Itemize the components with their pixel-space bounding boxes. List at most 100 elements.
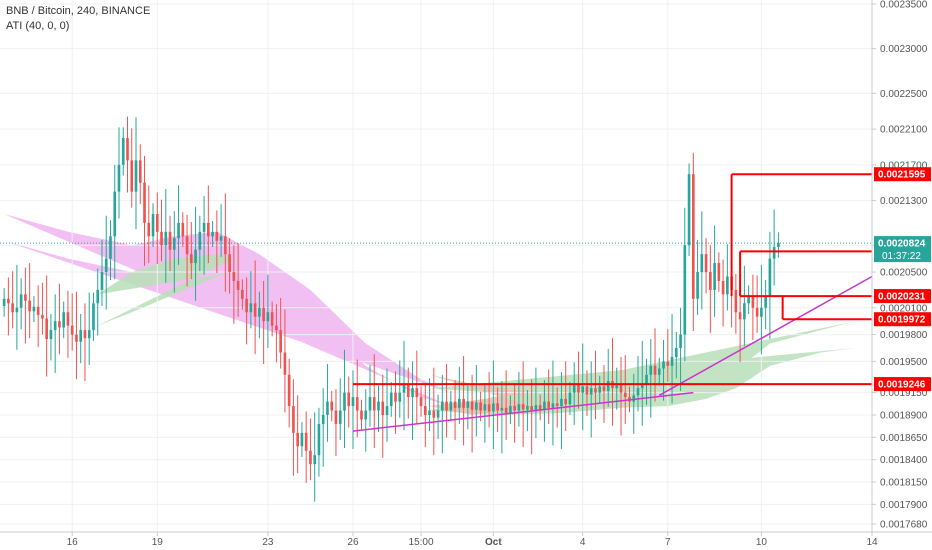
candle-body <box>679 334 682 348</box>
candle-body <box>581 386 585 393</box>
candle-body <box>564 398 568 405</box>
candle-body <box>760 307 763 317</box>
candle-body <box>623 392 627 398</box>
candle-body <box>662 361 665 369</box>
price-level-tag-label: 0.0019246 <box>878 380 926 391</box>
candle-body <box>113 191 117 237</box>
candle-body <box>177 222 180 239</box>
candle-body <box>28 300 31 312</box>
candle-body <box>462 398 465 408</box>
price-level-tag-label: 0.0021595 <box>878 170 926 181</box>
candle-body <box>100 272 104 290</box>
candle-body <box>568 392 572 405</box>
candle-body <box>109 236 112 259</box>
candle-body <box>2 298 6 306</box>
candle-body <box>7 298 10 304</box>
candle-body <box>62 312 66 328</box>
candle-body <box>202 222 206 232</box>
candle-body <box>509 406 512 414</box>
price-level-tag-label: 0.0019972 <box>878 315 926 326</box>
candle-body <box>258 307 261 317</box>
candle-body <box>300 432 304 447</box>
price-tick-label: 0.0019500 <box>880 357 928 368</box>
candle-body <box>692 174 695 299</box>
price-tick-label: 0.0018400 <box>880 455 928 466</box>
candle-body <box>487 404 491 412</box>
price-tick-label: 0.0023000 <box>880 44 928 55</box>
candle-body <box>296 432 299 447</box>
price-tick-label: 0.0020100 <box>880 303 928 314</box>
candle-body <box>53 321 57 331</box>
candle-body <box>594 388 597 393</box>
candles <box>2 116 780 502</box>
time-axis[interactable]: 16 19 23 26 15:00 Oct 4 7 10 14 <box>0 531 932 550</box>
candle-body <box>521 404 525 410</box>
candle-body <box>326 401 329 415</box>
candle-body <box>134 160 138 192</box>
candle-body <box>160 231 163 246</box>
candle-body <box>151 213 155 237</box>
candle-body <box>83 330 87 339</box>
candle-body <box>172 238 176 250</box>
candle-body <box>389 392 393 407</box>
candle-body <box>696 272 699 299</box>
candle-body <box>585 386 589 395</box>
candle-body <box>262 307 265 322</box>
candle-body <box>406 383 410 398</box>
price-axis[interactable]: 0.0023500 0.0023000 0.0022500 0.0022100 0.00… <box>871 0 932 550</box>
candle-body <box>606 381 610 391</box>
candle-body <box>304 432 308 451</box>
candle-body <box>92 303 95 331</box>
candle-body <box>538 405 542 410</box>
price-level-tag <box>874 289 931 304</box>
candle-body <box>377 401 380 411</box>
candle-body <box>96 289 100 304</box>
candle-body <box>666 361 670 366</box>
price-tick-label: 0.0019150 <box>880 388 928 399</box>
candle-body <box>41 314 44 319</box>
candle-body <box>704 254 708 273</box>
candle-body <box>143 182 146 223</box>
price-tick-label: 0.0023500 <box>880 0 928 11</box>
candle-body <box>645 374 648 384</box>
time-tick-label: 19 <box>152 537 164 548</box>
candle-body <box>504 407 508 414</box>
candle-body <box>232 272 236 281</box>
candle-body <box>347 392 351 407</box>
candle-body <box>194 249 197 264</box>
candle-body <box>513 406 516 411</box>
price-tick-label: 0.0022100 <box>880 125 928 136</box>
candle-body <box>560 398 563 407</box>
candle-body <box>402 383 406 393</box>
candle-body <box>24 294 27 301</box>
candle-body <box>241 289 244 299</box>
candle-body <box>589 388 593 395</box>
price-level-tag-label: 0.0020231 <box>878 292 926 303</box>
candle-body <box>687 174 691 246</box>
candle-body <box>168 231 172 250</box>
candle-body <box>492 403 495 412</box>
candle-body <box>602 386 606 391</box>
candle-body <box>334 410 338 424</box>
time-tick-label: 15:00 <box>409 537 434 548</box>
candle-body <box>453 401 457 408</box>
candle-body <box>292 406 295 433</box>
candle-body <box>653 365 657 375</box>
time-tick-label: 26 <box>347 537 359 548</box>
candle-body <box>372 397 376 411</box>
price-level-tag <box>874 312 931 327</box>
candle-body <box>496 403 499 411</box>
candle-body <box>415 388 419 398</box>
time-tick-label: 23 <box>262 537 274 548</box>
candle-body <box>266 312 270 322</box>
bar-countdown-label: 01:37:22 <box>882 251 921 262</box>
candle-body <box>317 423 321 456</box>
candle-body <box>87 330 91 339</box>
time-tick-label: 7 <box>665 537 671 548</box>
candle-body <box>219 236 223 241</box>
time-tick-label: 10 <box>756 537 768 548</box>
candle-body <box>640 383 644 389</box>
candle-body <box>717 263 721 281</box>
candle-body <box>713 263 716 290</box>
